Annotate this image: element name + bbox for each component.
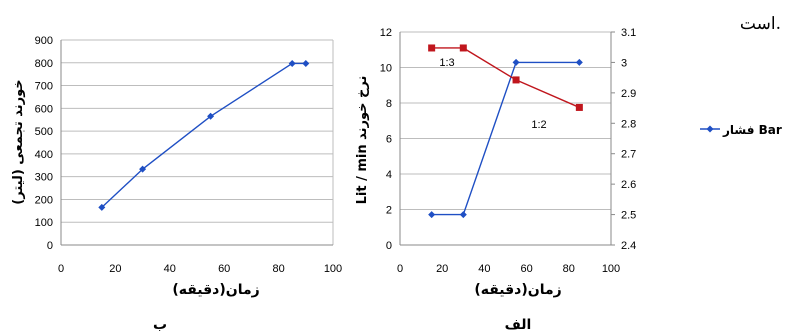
y-tick-label-6: 12 [380, 27, 392, 39]
chart-cumulative-volume: 0 100 200 300 400 500 600 700 800 900 0 20 40 60 80 100… [11, 35, 342, 333]
panel-label: الف [505, 317, 532, 333]
legend: فشار Bar [700, 123, 782, 137]
annotation-ratio-2: 1:2 [531, 119, 546, 131]
data-point-0-1 [459, 211, 467, 219]
x-tick-label-0: 0 [58, 263, 64, 275]
y2-tick-label-1: 2.5 [621, 210, 636, 222]
x-tick-label-5: 100 [602, 263, 620, 275]
y-tick-label-3: 6 [386, 134, 392, 146]
x-tick-label-3: 60 [218, 263, 230, 275]
data-point-1 [139, 165, 147, 173]
data-point-0-0 [428, 211, 436, 219]
y-tick-label-1: 2 [386, 205, 392, 217]
x-tick-label-1: 20 [109, 263, 121, 275]
series-line-1 [431, 47, 580, 109]
y-tick-label-5: 10 [380, 63, 392, 75]
y-axis-title: خورند تجمعی (لیتر) [11, 79, 26, 204]
x-axis-title: زمان(دقیقه) [474, 282, 561, 298]
y-tick-label-6: 600 [35, 103, 53, 115]
panel-label: ب [153, 317, 167, 333]
data-point-4 [302, 59, 310, 67]
y-tick-label-0: 0 [47, 240, 53, 252]
x-tick-label-4: 80 [563, 263, 575, 275]
y-tick-label-9: 900 [35, 35, 53, 47]
data-point-1-0 [428, 44, 436, 52]
y-axis-title: Lit / min نرخ خورند [355, 76, 370, 205]
y-tick-label-7: 700 [35, 81, 53, 93]
y-tick-label-5: 500 [35, 126, 53, 138]
data-point-0 [98, 203, 106, 211]
y-tick-label-3: 300 [35, 172, 53, 184]
data-point-1-2 [512, 76, 520, 84]
data-point-1-1 [459, 44, 467, 52]
y2-tick-label-7: 3.1 [621, 27, 636, 39]
y-tick-label-8: 800 [35, 58, 53, 70]
series-line-0 [101, 62, 306, 208]
y-tick-label-0: 0 [386, 240, 392, 252]
x-axis-title: زمان(دقیقه) [172, 282, 259, 298]
series-line-0 [431, 61, 580, 216]
y2-tick-label-5: 2.9 [621, 88, 636, 100]
y2-tick-label-3: 2.7 [621, 149, 636, 161]
y-tick-label-4: 8 [386, 98, 392, 110]
y-tick-label-1: 100 [35, 217, 53, 229]
chart-rate-pressure: 0 2 4 6 8 10 12 2.4 2.5 2.6 2.7 2.8 2.9 3 3.1 0 20 40 60 80… [355, 27, 782, 333]
y-tick-label-4: 400 [35, 149, 53, 161]
data-point-2 [207, 112, 215, 120]
y-tick-label-2: 200 [35, 194, 53, 206]
y2-tick-label-4: 2.8 [621, 118, 636, 130]
x-tick-label-2: 40 [164, 263, 176, 275]
y-tick-label-2: 4 [386, 169, 392, 181]
data-point-1-3 [575, 103, 583, 111]
legend-swatch-marker [706, 125, 714, 133]
y2-tick-label-2: 2.6 [621, 179, 636, 191]
x-tick-label-1: 20 [436, 263, 448, 275]
x-tick-label-2: 40 [478, 263, 490, 275]
page-text-fragment: است. [740, 14, 781, 34]
x-tick-label-0: 0 [397, 263, 403, 275]
x-tick-label-4: 80 [272, 263, 284, 275]
y2-tick-label-6: 3 [621, 57, 627, 69]
x-tick-label-5: 100 [324, 263, 342, 275]
annotation-ratio-1: 1:3 [439, 57, 454, 69]
data-point-0-2 [512, 58, 520, 66]
y2-tick-label-0: 2.4 [621, 240, 636, 252]
data-point-0-3 [575, 58, 583, 66]
x-tick-label-3: 60 [520, 263, 532, 275]
legend-label: فشار Bar [722, 123, 782, 137]
data-point-3 [288, 59, 296, 67]
